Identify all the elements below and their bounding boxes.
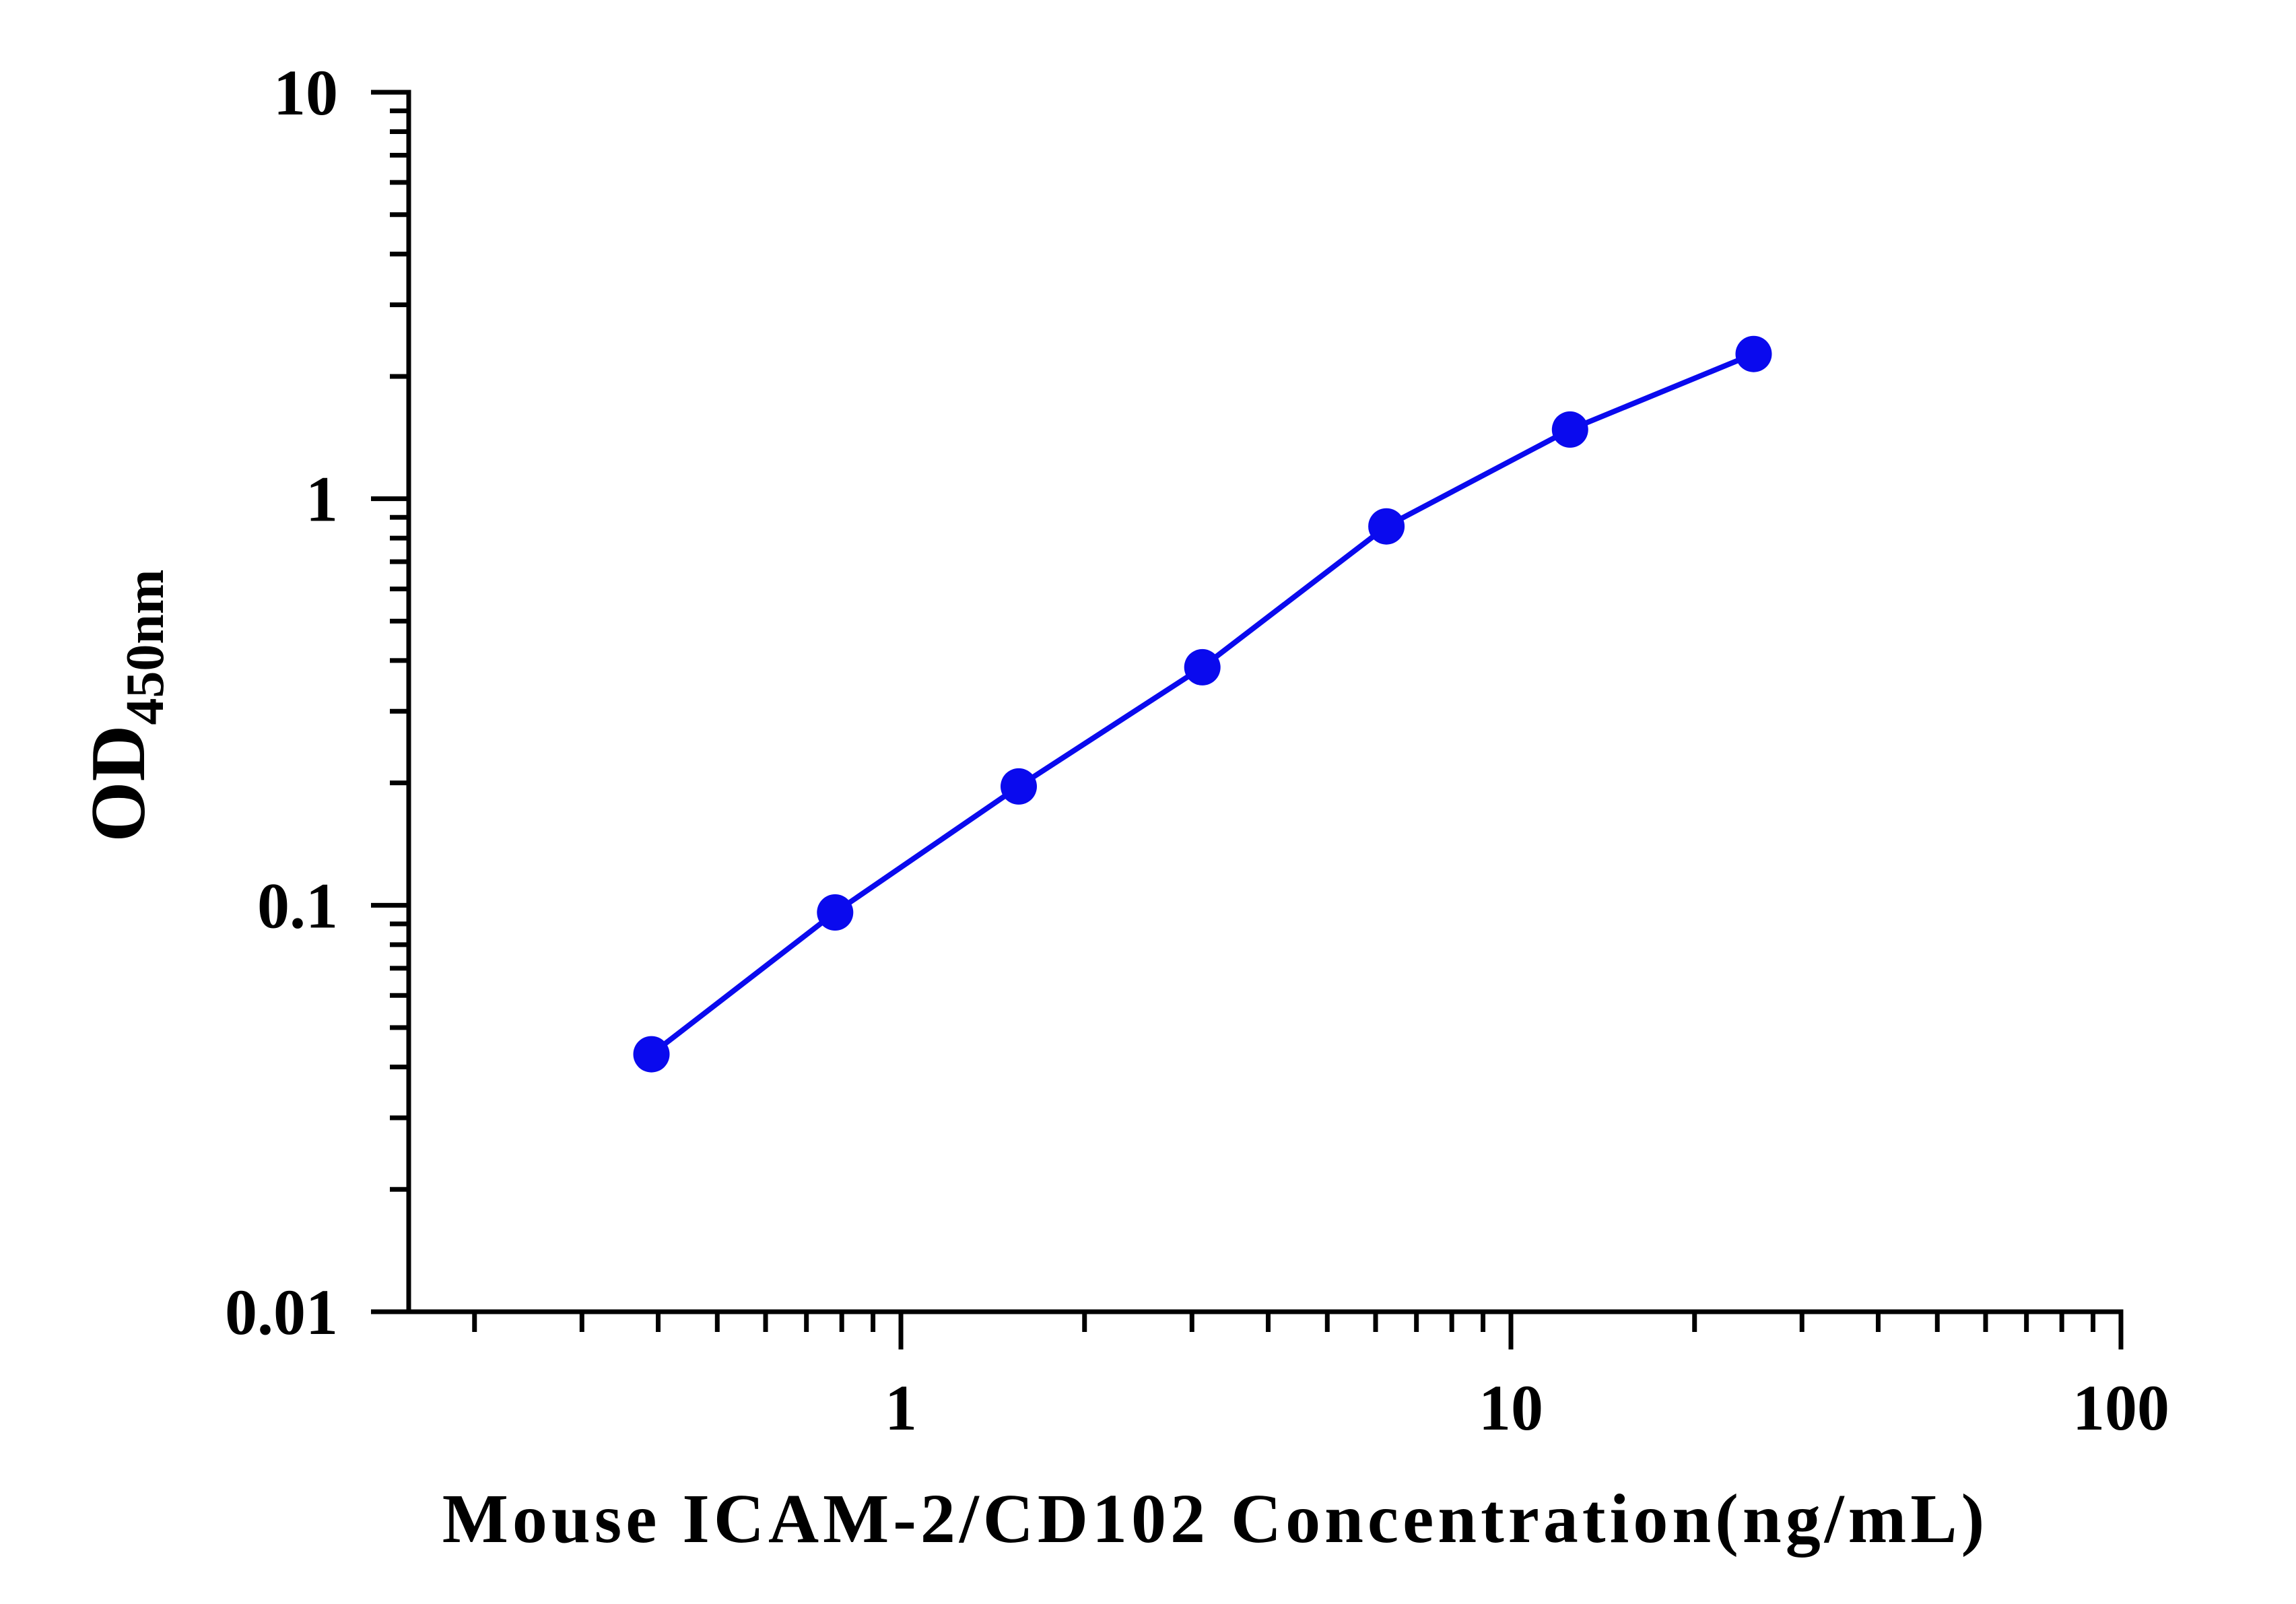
series-line [650, 352, 1755, 1057]
y-tick-label: 10 [273, 57, 338, 129]
axes: 0.01 0.1 1 10 1 10 100 [225, 57, 2169, 1444]
y-tick-label: 1 [306, 463, 338, 535]
x-tick-label: 10 [1479, 1372, 1543, 1444]
y-axis-title-main: OD [75, 725, 162, 842]
y-ticks [371, 90, 409, 1314]
data-point [1184, 648, 1221, 686]
data-point [1001, 768, 1037, 805]
x-ticks [472, 1312, 2124, 1349]
data-point [1368, 508, 1405, 545]
x-tick-label: 1 [885, 1372, 917, 1444]
data-point [817, 894, 854, 931]
y-axis-title-subscript: 450nm [116, 569, 175, 725]
x-tick-labels: 1 10 100 [885, 1372, 2169, 1444]
x-tick-label: 100 [2072, 1372, 2169, 1444]
data-point [633, 1036, 670, 1073]
y-tick-labels: 0.01 0.1 1 10 [225, 57, 338, 1348]
x-axis-title: Mouse ICAM-2/CD102 Concentration(ng/mL) [442, 1480, 1988, 1558]
series-layer [633, 335, 1772, 1073]
data-point [1551, 411, 1588, 448]
y-tick-label: 0.1 [257, 869, 338, 941]
data-point [1735, 335, 1772, 372]
y-tick-label: 0.01 [225, 1276, 338, 1348]
y-axis-title: OD450nm [75, 569, 175, 842]
